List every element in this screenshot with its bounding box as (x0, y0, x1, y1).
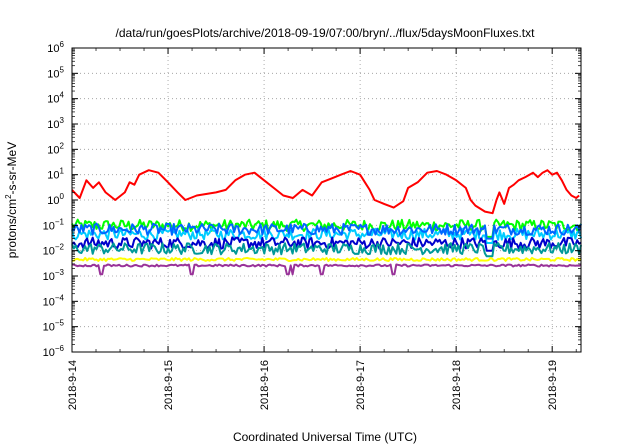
y-tick-label: 100 (47, 192, 64, 207)
series-line-5 (71, 242, 582, 258)
y-axis-ticks: 10−6 10−5 10−4 10−3 10−2 10−1 100 101 102 103 104 1… (43, 40, 581, 359)
y-tick-label: 101 (47, 167, 64, 182)
chart-title: /data/run/goesPlots/archive/2018-09-19/0… (116, 26, 536, 40)
y-tick-label: 10−4 (43, 293, 65, 308)
x-tick-label: 2018-9-17 (355, 360, 367, 410)
series-layer (71, 169, 582, 276)
y-tick-label: 104 (47, 91, 64, 106)
series-line-1 (71, 218, 582, 238)
x-tick-label: 2018-9-19 (547, 360, 559, 410)
y-tick-label: 103 (47, 116, 64, 131)
y-tick-label: 10−6 (43, 344, 65, 359)
series-line-4 (71, 236, 582, 252)
y-tick-label: 102 (47, 141, 64, 156)
y-tick-label: 10−2 (43, 243, 65, 258)
y-tick-label: 10−1 (43, 217, 65, 232)
y-axis-label: protons/cm2-s-sr-MeV (4, 142, 19, 258)
y-tick-label: 106 (47, 40, 64, 55)
x-tick-label: 2018-9-16 (259, 360, 271, 410)
series-line-3 (71, 222, 582, 240)
x-tick-label: 2018-9-18 (451, 360, 463, 410)
series-line-7 (71, 263, 582, 276)
x-tick-label: 2018-9-14 (67, 360, 79, 410)
y-tick-label: 10−5 (43, 319, 65, 334)
x-tick-label: 2018-9-15 (163, 360, 175, 410)
y-tick-label: 105 (47, 65, 64, 80)
series-line-0 (71, 169, 580, 215)
y-tick-label: 10−3 (43, 268, 65, 283)
x-axis-ticks: 2018-9-14 2018-9-15 2018-9-16 2018-9-17 2018… (67, 48, 577, 410)
x-axis-label: Coordinated Universal Time (UTC) (233, 430, 417, 444)
series-line-6 (71, 256, 582, 262)
